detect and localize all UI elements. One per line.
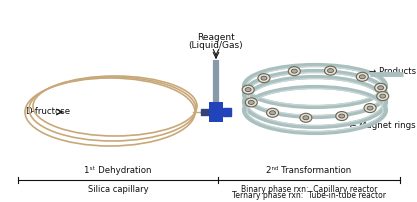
Ellipse shape xyxy=(300,113,312,122)
Bar xyxy=(201,109,211,115)
Ellipse shape xyxy=(377,92,389,101)
Ellipse shape xyxy=(261,76,267,80)
Text: (Liquid/Gas): (Liquid/Gas) xyxy=(188,41,243,50)
Ellipse shape xyxy=(303,116,309,120)
Ellipse shape xyxy=(291,69,297,73)
Ellipse shape xyxy=(375,83,387,92)
Ellipse shape xyxy=(356,72,368,81)
Ellipse shape xyxy=(364,104,376,113)
Ellipse shape xyxy=(248,100,254,104)
Text: 2ⁿᵈ Transformantion: 2ⁿᵈ Transformantion xyxy=(266,166,352,175)
Ellipse shape xyxy=(245,98,257,107)
Text: → Products: → Products xyxy=(369,66,416,76)
Ellipse shape xyxy=(359,75,365,79)
Bar xyxy=(209,102,223,122)
Bar xyxy=(223,108,231,116)
Ellipse shape xyxy=(367,106,373,110)
Ellipse shape xyxy=(378,86,384,90)
Ellipse shape xyxy=(258,74,270,83)
Ellipse shape xyxy=(336,112,348,121)
Ellipse shape xyxy=(288,67,300,76)
Text: Ternary phase rxn:  Tube-in-tube reactor: Ternary phase rxn: Tube-in-tube reactor xyxy=(232,191,386,200)
Ellipse shape xyxy=(242,85,254,94)
Text: 1ˢᵗ Dehydration: 1ˢᵗ Dehydration xyxy=(84,166,152,175)
Text: Reagent: Reagent xyxy=(197,34,235,42)
Ellipse shape xyxy=(245,88,251,92)
Text: ← Magnet rings: ← Magnet rings xyxy=(349,121,416,130)
Ellipse shape xyxy=(327,69,334,73)
Ellipse shape xyxy=(324,66,337,75)
Text: Silica capillary: Silica capillary xyxy=(88,185,148,194)
Ellipse shape xyxy=(380,94,386,98)
Text: Binary phase rxn:  Capillary reactor: Binary phase rxn: Capillary reactor xyxy=(241,185,377,194)
Ellipse shape xyxy=(339,114,345,118)
Ellipse shape xyxy=(266,108,279,117)
Ellipse shape xyxy=(269,111,276,115)
Text: D-fructose: D-fructose xyxy=(25,107,70,117)
